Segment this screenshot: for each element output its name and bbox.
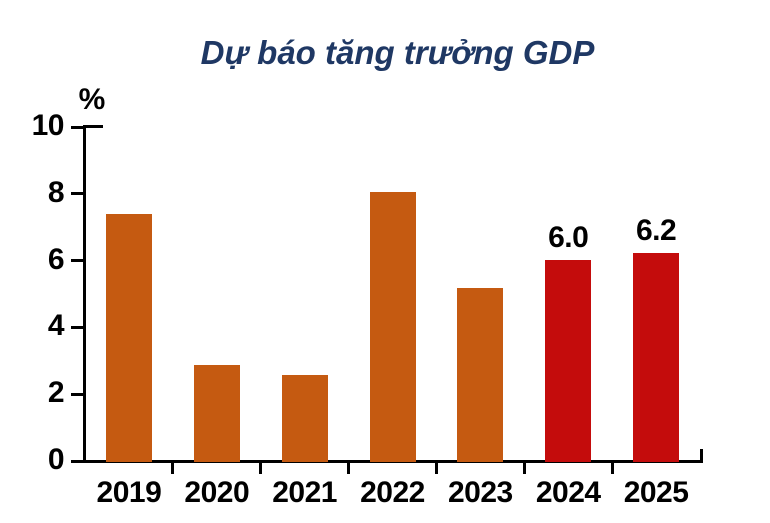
x-axis-label-2019: 2019: [96, 476, 162, 509]
x-axis-tick: [610, 463, 614, 474]
x-axis-label-2024: 2024: [535, 476, 601, 509]
x-axis-label-2023: 2023: [447, 476, 513, 509]
x-axis-label-2022: 2022: [360, 476, 425, 509]
y-axis-tick: [71, 259, 83, 263]
x-axis-label-2025: 2025: [623, 476, 689, 509]
bar-value-label-2025: 6.2: [635, 213, 677, 247]
y-axis-tick: [71, 192, 83, 196]
y-axis-tick-label: 4: [47, 309, 65, 343]
y-axis-tick: [71, 392, 83, 396]
x-axis-tick: [171, 463, 175, 474]
y-axis-tick: [71, 325, 83, 329]
x-axis-tick: [522, 463, 526, 474]
x-axis-tick: [259, 463, 263, 474]
chart-title: Dự báo tăng trưởng GDP: [200, 34, 595, 71]
bar-2019: [105, 214, 152, 462]
y-axis-tick-label: 6: [47, 242, 65, 276]
x-axis-tick: [347, 463, 351, 474]
y-axis-tick-label: 8: [47, 175, 65, 209]
y-axis-tick: [71, 125, 83, 129]
y-axis-tick-label: 10: [31, 109, 65, 142]
x-axis-tick: [434, 463, 438, 474]
bar-2024: [545, 259, 592, 462]
bar-2021: [281, 374, 328, 462]
y-axis-line: [83, 125, 86, 463]
bar-value-label-2024: 6.0: [548, 220, 589, 254]
y-axis-tick: [71, 459, 83, 463]
bar-2023: [457, 288, 504, 462]
y-axis-tick-label: 2: [47, 376, 65, 410]
x-axis-end-cap: [700, 449, 703, 462]
bar-2025: [633, 252, 680, 462]
y-axis-unit-label: %: [78, 83, 106, 116]
bar-2022: [369, 192, 416, 462]
x-axis-label-2020: 2020: [184, 476, 250, 509]
bar-2020: [193, 364, 240, 462]
y-axis-tick-label: 0: [47, 443, 65, 476]
x-axis-label-2021: 2021: [272, 476, 337, 509]
y-axis-top-cap: [83, 125, 103, 128]
